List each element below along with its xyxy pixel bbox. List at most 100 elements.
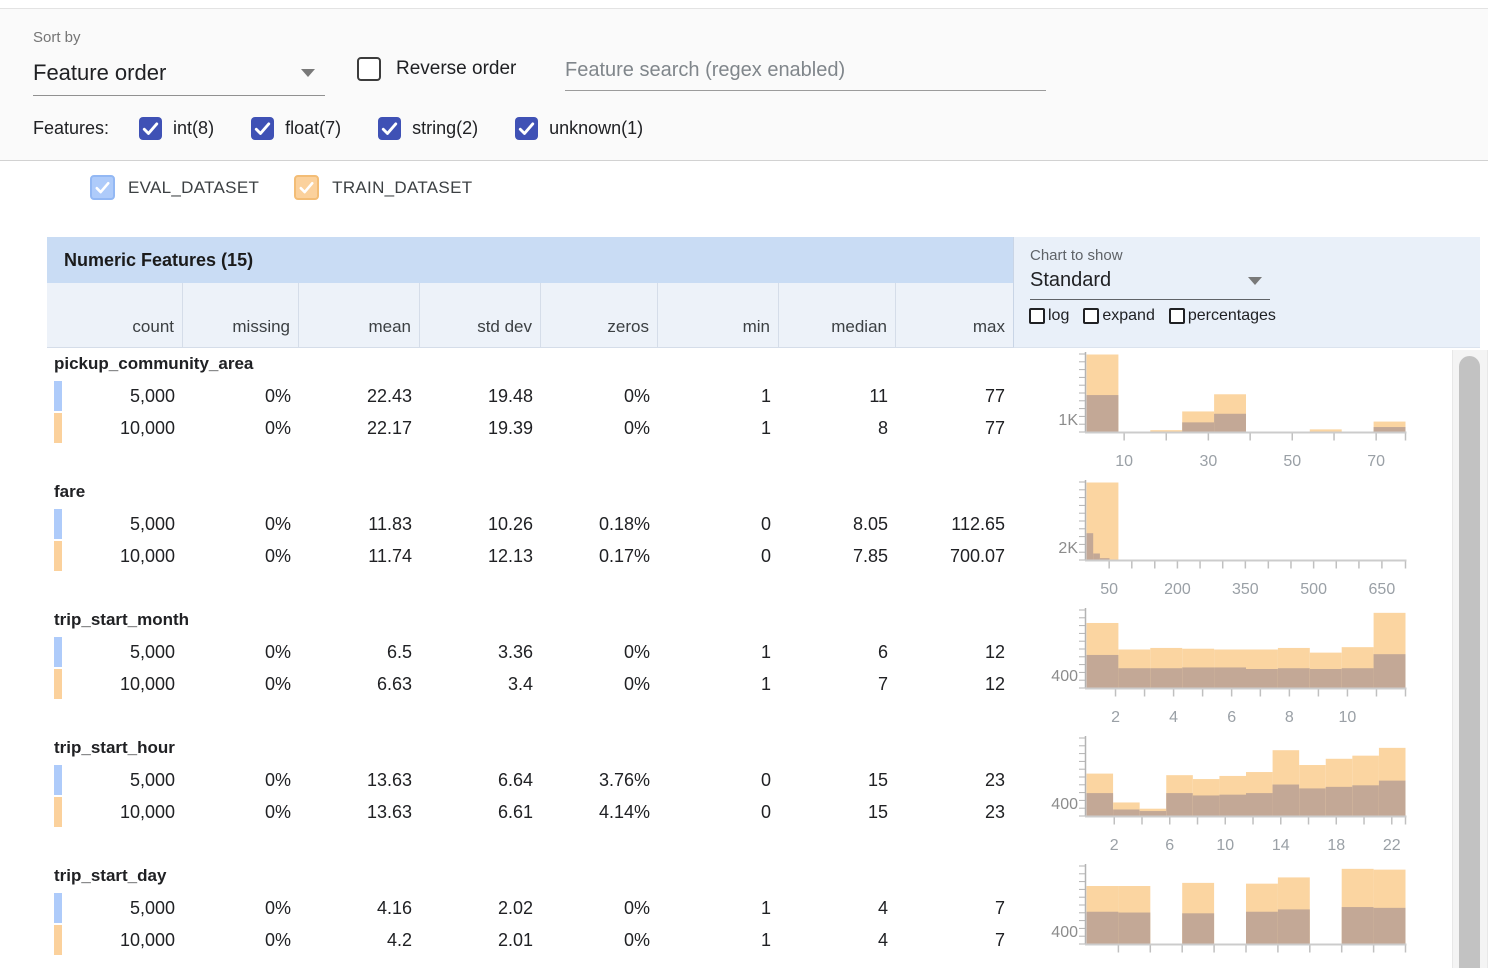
feature-block: trip_start_month 5,000 0% 6.5 3.36 0% 1 6 12 10,0…	[47, 604, 1447, 732]
cell-count: 5,000	[47, 764, 183, 796]
histogram: 400 2 6 10 14 18 22	[1051, 736, 1407, 854]
cell-mean: 22.43	[366, 386, 412, 406]
x-tick-label: 2	[1111, 709, 1120, 726]
y-axis-label: 1K	[1058, 412, 1078, 429]
column-header: std dev	[420, 283, 541, 347]
cell-std dev: 19.39	[487, 418, 533, 438]
chart-controls-panel: Chart to show Standard log expand percenta…	[1013, 237, 1480, 348]
x-tick-label: 30	[1199, 453, 1217, 470]
cell-std dev: 12.13	[487, 546, 533, 566]
train-legend-swatch	[54, 413, 62, 443]
eval-dataset-row: 5,000 0% 11.83 10.26 0.18% 0 8.05 112.65	[47, 508, 1013, 540]
feature-type-item: unknown(1)	[515, 117, 643, 140]
feature-type-item: int(8)	[139, 117, 214, 140]
cell-zeros: 0%	[623, 898, 650, 918]
chart-option-label: log	[1048, 307, 1070, 324]
cell-std dev: 6.64	[497, 770, 533, 790]
feature-type-checkbox[interactable]	[378, 117, 402, 140]
cell-count: 10,000	[47, 412, 183, 444]
cell-min: 0	[760, 770, 771, 790]
features-label: Features:	[33, 118, 110, 138]
dataset-checkbox[interactable]	[294, 175, 320, 200]
train-dataset-row: 10,000 0% 6.63 3.4 0% 1 7 12	[47, 668, 1013, 700]
column-header: median	[779, 283, 896, 347]
chart-option: log	[1029, 307, 1069, 325]
cell-zeros: 0.18%	[598, 514, 650, 534]
cell-min: 1	[760, 930, 771, 950]
cell-zeros: 0%	[623, 418, 650, 438]
reverse-order-checkbox[interactable]	[357, 57, 381, 81]
chart-option-checkbox[interactable]	[1083, 308, 1100, 324]
chart-type-value: Standard	[1030, 269, 1112, 291]
cell-missing: 0%	[264, 802, 291, 822]
cell-zeros: 4.14%	[598, 802, 650, 822]
x-tick-label: 14	[1272, 837, 1290, 854]
eval-dataset-row: 5,000 0% 6.5 3.36 0% 1 6 12	[47, 636, 1013, 668]
cell-mean: 22.17	[366, 418, 412, 438]
sort-order-value: Feature order	[33, 59, 167, 85]
chart-option-label: percentages	[1187, 307, 1276, 324]
feature-block: fare 5,000 0% 11.83 10.26 0.18% 0 8.05 112.65 10,…	[47, 476, 1447, 604]
cell-mean: 6.5	[386, 642, 412, 662]
sort-order-select[interactable]: Feature order	[33, 54, 325, 96]
cell-count: 10,000	[47, 924, 183, 956]
cell-missing: 0%	[264, 514, 291, 534]
cell-zeros: 0%	[623, 386, 650, 406]
sort-by-label: Sort by	[33, 29, 81, 46]
cell-count: 5,000	[47, 508, 183, 540]
feature-name: trip_start_hour	[54, 738, 175, 757]
feature-type-label: int(8)	[173, 118, 215, 138]
histogram: 2K 50 200 350 500 650	[1058, 480, 1407, 598]
x-tick-label: 4	[1169, 709, 1178, 726]
cell-missing: 0%	[264, 386, 291, 406]
feature-type-checkbox[interactable]	[139, 117, 163, 140]
cell-min: 0	[760, 546, 771, 566]
eval-legend-swatch	[54, 509, 62, 539]
scrollbar-thumb[interactable]	[1459, 356, 1480, 968]
feature-type-checkbox[interactable]	[251, 117, 275, 140]
cell-max: 7	[994, 930, 1005, 950]
cell-std dev: 19.48	[487, 386, 533, 406]
cell-median: 4	[877, 930, 888, 950]
cell-max: 7	[994, 898, 1005, 918]
cell-missing: 0%	[264, 418, 291, 438]
cell-missing: 0%	[264, 546, 291, 566]
chart-option: percentages	[1168, 307, 1276, 325]
column-header-row: count missing mean std dev zeros min median max	[47, 283, 1013, 348]
cell-mean: 6.63	[376, 674, 412, 694]
cell-missing: 0%	[264, 770, 291, 790]
cell-median: 8.05	[852, 514, 888, 534]
x-tick-label: 50	[1100, 581, 1118, 598]
y-axis-label: 2K	[1058, 540, 1078, 557]
feature-search-input[interactable]	[565, 50, 1046, 91]
column-header: min	[658, 283, 779, 347]
cell-median: 15	[867, 770, 888, 790]
scrollbar-track[interactable]	[1452, 350, 1488, 968]
feature-type-item: string(2)	[378, 117, 478, 140]
cell-min: 1	[760, 418, 771, 438]
feature-name: trip_start_month	[54, 610, 190, 629]
chart-option-checkbox[interactable]	[1168, 308, 1185, 324]
cell-max: 112.65	[951, 514, 1005, 534]
x-tick-label: 500	[1300, 581, 1327, 598]
cell-zeros: 0%	[623, 674, 650, 694]
feature-type-checkbox[interactable]	[515, 117, 539, 140]
cell-max: 23	[984, 802, 1005, 822]
feature-block: pickup_community_area 5,000 0% 22.43 19.48 0%…	[47, 348, 1447, 476]
feature-type-label: float(7)	[285, 118, 342, 138]
cell-min: 1	[760, 386, 771, 406]
chart-to-show-label: Chart to show	[1030, 247, 1123, 264]
chart-option: expand	[1083, 307, 1155, 325]
cell-max: 700.07	[949, 546, 1005, 566]
cell-median: 15	[867, 802, 888, 822]
cell-count: 10,000	[47, 668, 183, 700]
x-tick-label: 650	[1369, 581, 1396, 598]
cell-count: 5,000	[47, 892, 183, 924]
chart-option-checkbox[interactable]	[1029, 308, 1045, 324]
x-tick-label: 10	[1339, 709, 1357, 726]
dataset-checkbox[interactable]	[90, 175, 115, 200]
chart-type-select[interactable]: Standard	[1030, 267, 1270, 300]
cell-median: 11	[869, 386, 888, 406]
feature-name: fare	[54, 482, 86, 501]
